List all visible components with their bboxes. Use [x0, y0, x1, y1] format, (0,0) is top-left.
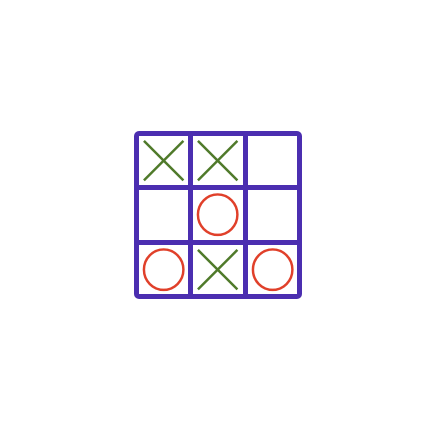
o-mark-icon [142, 247, 185, 291]
cell-6[interactable] [247, 190, 297, 240]
cell-7[interactable] [139, 244, 189, 294]
o-mark-icon [251, 247, 294, 291]
x-mark-icon [197, 248, 239, 290]
cell-8[interactable] [193, 244, 243, 294]
x-mark-icon [197, 140, 239, 182]
cell-4[interactable] [139, 190, 189, 240]
o-mark-icon [197, 193, 239, 237]
cell-1[interactable] [139, 136, 189, 186]
cell-3[interactable] [247, 136, 297, 186]
cell-5[interactable] [193, 190, 243, 240]
tic-tac-toe-board [134, 131, 302, 299]
x-mark-icon [143, 140, 185, 182]
cell-2[interactable] [193, 136, 243, 186]
cell-9[interactable] [247, 244, 297, 294]
